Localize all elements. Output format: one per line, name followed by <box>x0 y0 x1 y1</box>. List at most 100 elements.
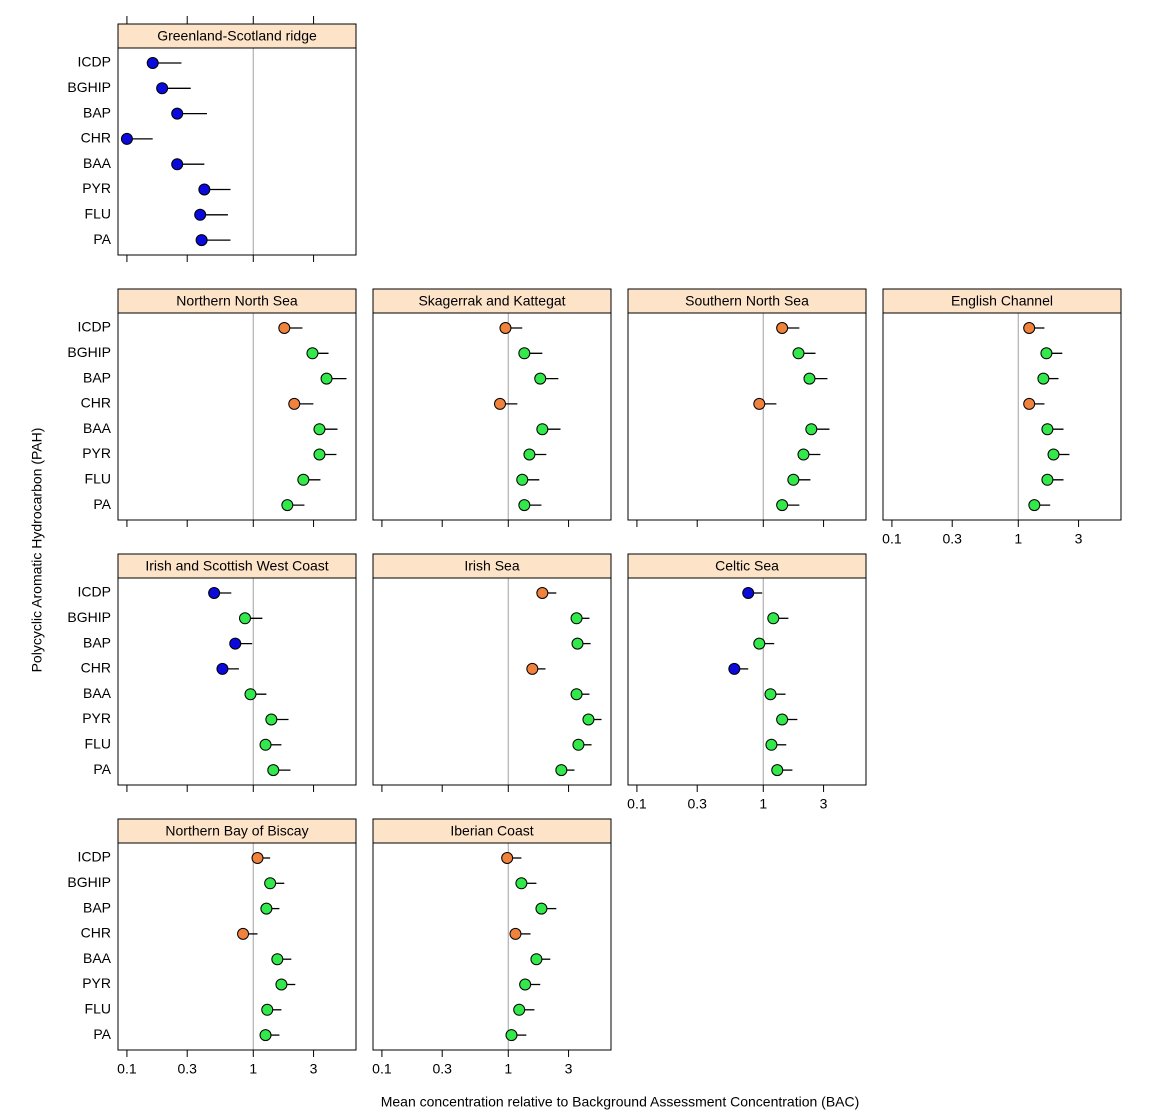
dot <box>297 473 310 486</box>
dot <box>516 473 529 486</box>
dot <box>776 499 789 512</box>
panel-frame <box>117 312 357 521</box>
category-label: FLU <box>85 206 111 222</box>
dot <box>771 764 784 777</box>
category-label: BAP <box>83 634 111 650</box>
panel-title: Iberian Coast <box>450 823 533 839</box>
panel-frame <box>117 842 357 1051</box>
category-label: CHR <box>81 395 111 411</box>
category-label: BAP <box>83 369 111 385</box>
dot <box>313 423 326 436</box>
x-tick-label: 3 <box>1075 531 1083 547</box>
x-tick-label: 1 <box>249 1061 257 1077</box>
x-tick-label: 1 <box>1014 531 1022 547</box>
x-tick-label: 0.1 <box>627 796 647 812</box>
category-label: PYR <box>82 710 111 726</box>
x-tick-label: 0.3 <box>177 1061 197 1077</box>
dot <box>261 1003 274 1016</box>
dot <box>1047 448 1060 461</box>
y-axis-label: Polycyclic Aromatic Hydrocarbon (PAH) <box>29 428 45 673</box>
panel-title: Irish and Scottish West Coast <box>145 558 328 574</box>
panel-title: Skagerrak and Kattegat <box>418 293 565 309</box>
dot <box>229 637 242 650</box>
panel-frame <box>627 312 867 521</box>
panel-title: Northern North Sea <box>176 293 298 309</box>
dot <box>195 234 208 247</box>
dot <box>265 713 278 726</box>
category-label: BAA <box>83 685 112 701</box>
x-tick-label: 3 <box>820 796 828 812</box>
x-tick-label: 3 <box>565 1061 573 1077</box>
panel-title: Northern Bay of Biscay <box>165 823 308 839</box>
dot <box>171 107 184 120</box>
dot <box>146 57 159 69</box>
dot <box>1037 372 1050 385</box>
x-tick-label: 0.3 <box>687 796 707 812</box>
strip <box>117 818 357 844</box>
panel-frame <box>627 577 867 786</box>
dot <box>1023 397 1036 410</box>
dot <box>198 183 211 196</box>
category-label: BAP <box>83 899 111 915</box>
dot <box>526 662 539 675</box>
dot <box>534 372 547 385</box>
strip <box>117 23 357 49</box>
dot <box>792 347 805 360</box>
category-label: BGHIP <box>67 609 111 625</box>
dot <box>194 208 207 221</box>
x-tick-label: 0.1 <box>117 1061 137 1077</box>
dot <box>536 587 549 599</box>
dot <box>264 877 277 890</box>
dot <box>530 953 543 966</box>
dot <box>237 927 250 940</box>
dot <box>805 423 818 436</box>
dot <box>501 852 514 864</box>
x-tick-label: 0.1 <box>372 1061 392 1077</box>
dot <box>570 612 583 625</box>
dot <box>555 764 568 777</box>
dot <box>281 499 294 512</box>
category-label: PA <box>93 1026 111 1042</box>
dot <box>313 448 326 461</box>
category-label: BAA <box>83 950 112 966</box>
panel-frame <box>372 577 612 786</box>
category-label: PYR <box>82 975 111 991</box>
x-tick-label: 0.3 <box>432 1061 452 1077</box>
panel-title: Irish Sea <box>464 558 519 574</box>
category-label: PA <box>93 496 111 512</box>
panel-frame <box>372 312 612 521</box>
category-label: ICDP <box>78 54 111 70</box>
dot <box>1023 322 1036 334</box>
dot <box>571 637 584 650</box>
strip <box>627 553 867 579</box>
panel-frame <box>882 312 1122 521</box>
dot <box>1041 423 1054 436</box>
dot <box>120 132 133 145</box>
dot <box>787 473 800 486</box>
category-label: ICDP <box>78 584 111 600</box>
dot <box>518 499 531 512</box>
category-label: BGHIP <box>67 344 111 360</box>
strip <box>372 553 612 579</box>
category-label: PYR <box>82 445 111 461</box>
dot <box>742 587 755 599</box>
dot <box>271 953 284 966</box>
dot <box>306 347 319 360</box>
category-label: BAA <box>83 155 112 171</box>
panel-frame <box>372 842 612 1051</box>
dot <box>764 688 777 701</box>
dot <box>753 397 766 410</box>
dot <box>239 612 252 625</box>
category-label: PYR <box>82 180 111 196</box>
dot <box>536 423 549 436</box>
category-label: CHR <box>81 660 111 676</box>
dot <box>513 1003 526 1016</box>
category-label: FLU <box>85 471 111 487</box>
dot <box>494 397 507 410</box>
dot <box>1040 347 1053 360</box>
category-label: CHR <box>81 130 111 146</box>
dot <box>171 158 184 171</box>
dot <box>582 713 595 726</box>
